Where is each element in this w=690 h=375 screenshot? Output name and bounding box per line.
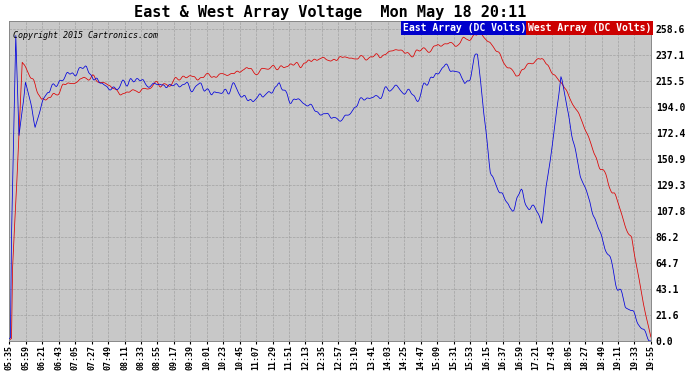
Text: West Array (DC Volts): West Array (DC Volts)	[528, 22, 651, 33]
Text: East Array (DC Volts): East Array (DC Volts)	[403, 22, 526, 33]
Title: East & West Array Voltage  Mon May 18 20:11: East & West Array Voltage Mon May 18 20:…	[134, 5, 526, 20]
Text: Copyright 2015 Cartronics.com: Copyright 2015 Cartronics.com	[12, 31, 157, 40]
